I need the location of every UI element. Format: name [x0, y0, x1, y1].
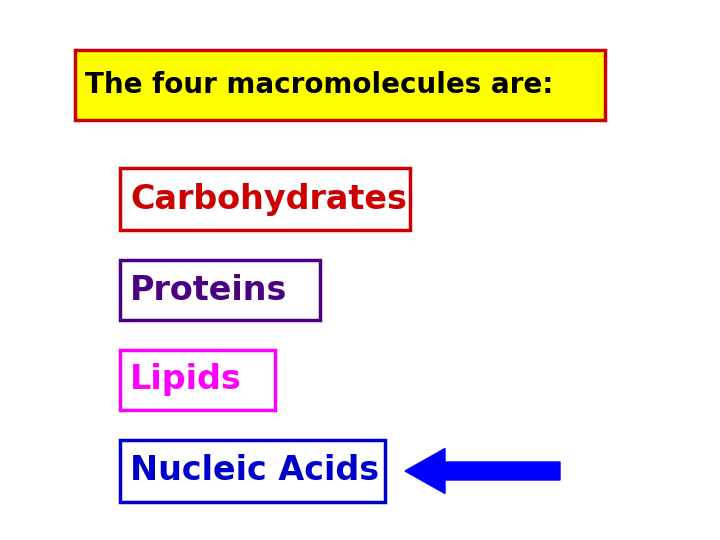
Bar [120, 260, 320, 320]
FancyArrow shape [405, 449, 560, 494]
Bar [120, 440, 385, 502]
Bar [120, 350, 275, 410]
Bar [120, 168, 410, 230]
Text: The four macromolecules are:: The four macromolecules are: [85, 71, 554, 99]
Bar [75, 50, 605, 120]
Text: Proteins: Proteins [130, 273, 287, 307]
Text: Lipids: Lipids [130, 363, 242, 396]
Text: Nucleic Acids: Nucleic Acids [130, 455, 379, 488]
Text: Carbohydrates: Carbohydrates [130, 183, 407, 215]
